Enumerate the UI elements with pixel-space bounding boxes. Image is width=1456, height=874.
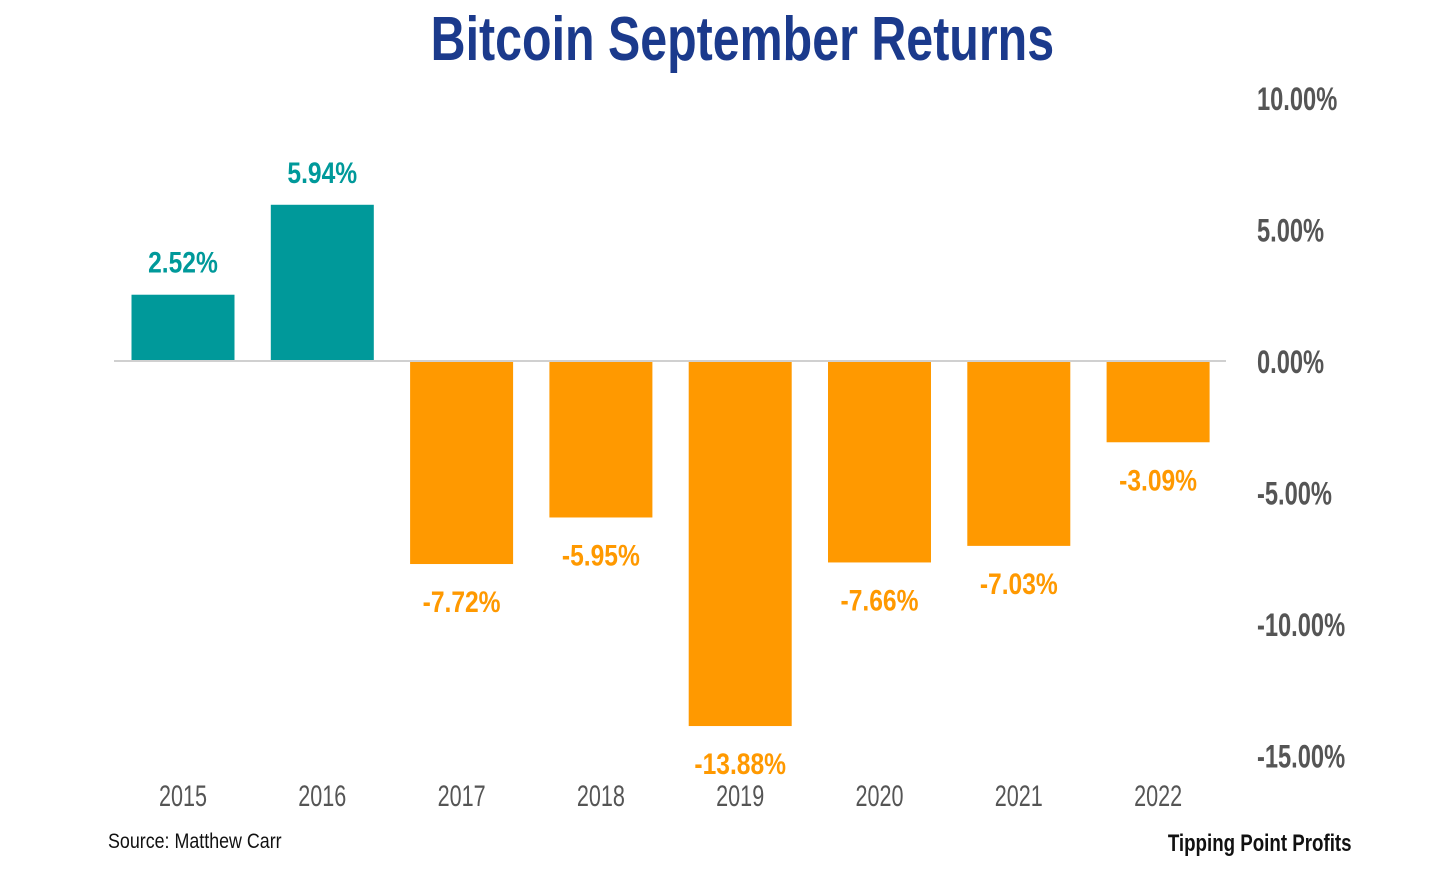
x-tick-label-2021: 2021 [995, 778, 1043, 812]
y-tick-label: 10.00% [1257, 82, 1337, 117]
bar-2020 [828, 361, 931, 563]
x-tick-label-2015: 2015 [159, 778, 207, 812]
data-label-2017: -7.72% [423, 585, 501, 619]
x-tick-label-2017: 2017 [438, 778, 486, 812]
bars-layer [131, 204, 1210, 727]
bar-2022 [1106, 361, 1210, 443]
y-tick-label: -10.00% [1257, 608, 1345, 643]
data-label-2015: 2.52% [148, 245, 218, 279]
bar-2017 [410, 361, 514, 565]
data-label-2020: -7.66% [841, 583, 919, 617]
x-tick-label-2022: 2022 [1134, 778, 1182, 812]
y-tick-label: 5.00% [1257, 213, 1324, 248]
x-tick-label-2016: 2016 [298, 778, 346, 812]
bar-2018 [549, 361, 653, 518]
x-axis: 2015 2016 2017 2018 2019 2020 2021 2022 [159, 778, 1182, 812]
data-label-2016: 5.94% [287, 155, 357, 189]
y-tick-label: 0.00% [1257, 345, 1324, 380]
source-credit: Source: Matthew Carr [108, 830, 282, 853]
data-labels-layer: 2.52% 5.94% -7.72% -5.95% -13.88% -7.66% -7.03… [148, 155, 1197, 780]
bar-2015 [131, 294, 235, 361]
data-label-2021: -7.03% [980, 567, 1058, 601]
data-label-2018: -5.95% [562, 538, 640, 572]
chart-title: Bitcoin September Returns [430, 5, 1055, 74]
y-axis: 10.00% 5.00% 0.00% -5.00% -10.00% -15.00% [1257, 82, 1345, 775]
bar-2021 [967, 361, 1071, 546]
x-tick-label-2020: 2020 [855, 778, 903, 812]
bar-2019 [688, 361, 792, 727]
x-tick-label-2018: 2018 [577, 778, 625, 812]
y-tick-label: -5.00% [1257, 476, 1332, 511]
y-tick-label: -15.00% [1257, 739, 1345, 774]
bar-2016 [270, 204, 374, 361]
x-tick-label-2019: 2019 [716, 778, 764, 812]
brand-name: Tipping Point Profits [1168, 830, 1352, 857]
data-label-2022: -3.09% [1119, 463, 1197, 497]
data-label-2019: -13.88% [694, 747, 786, 781]
